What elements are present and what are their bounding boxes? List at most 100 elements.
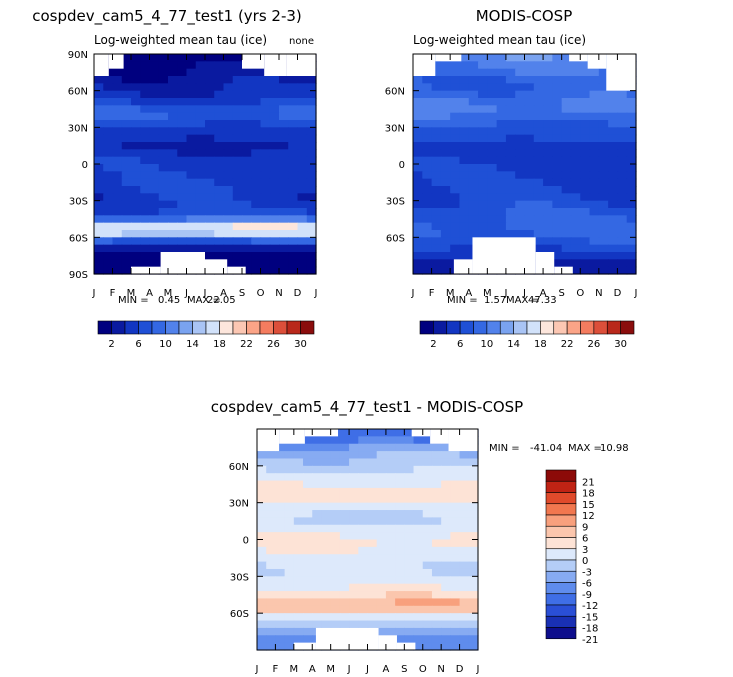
heatmap-cell (205, 112, 215, 121)
heatmap-cell (284, 605, 295, 614)
heatmap-cell (431, 568, 442, 577)
heatmap-cell (598, 252, 609, 260)
heatmap-cell (242, 215, 252, 224)
heatmap-cell (330, 436, 341, 445)
heatmap-cell (195, 208, 206, 216)
colorbar-1: 2 6 10 14 18 22 26 30 (419, 320, 635, 350)
heatmap-cell (251, 178, 262, 187)
heatmap-cell (552, 120, 563, 128)
heatmap-cell (459, 142, 470, 150)
heatmap-cell (626, 98, 637, 106)
heatmap-cell (459, 627, 470, 636)
heatmap-cell (306, 105, 317, 114)
heatmap-cell (214, 222, 225, 231)
heatmap-cell (284, 473, 295, 482)
heatmap-cell (121, 208, 132, 216)
heatmap-cell (205, 193, 215, 202)
heatmap-cell (570, 105, 581, 114)
heatmap-cell (297, 222, 308, 231)
heatmap-cell (598, 127, 609, 136)
heatmap-cell (468, 178, 479, 187)
heatmap-cell (242, 252, 252, 260)
heatmap-cell (168, 54, 178, 62)
heatmap-cell (367, 576, 378, 585)
heatmap-cell (450, 222, 461, 231)
heatmap-cell (303, 495, 313, 504)
heatmap-cell (158, 120, 169, 128)
heatmap-cell (589, 120, 600, 128)
heatmap-cell (214, 149, 225, 158)
heatmap-cell (121, 193, 132, 202)
heatmap-cell (376, 510, 387, 518)
heatmap-cell (431, 620, 442, 629)
heatmap-cell (279, 244, 289, 253)
heatmap-cell (349, 458, 359, 467)
heatmap-cell (580, 127, 591, 136)
heatmap-cell (257, 473, 267, 482)
heatmap-cell (112, 90, 123, 99)
heatmap-cell (131, 105, 141, 114)
heatmap-cell (367, 480, 378, 489)
heatmap-cell (131, 98, 141, 106)
heatmap-cell (257, 539, 267, 548)
panel-model: cospdev_cam5_4_77_test1 (yrs 2-3) Log-we… (32, 7, 314, 306)
heatmap-cell (312, 517, 323, 526)
heatmap-cell (385, 561, 396, 570)
heatmap-cell (450, 252, 461, 260)
heatmap-cell (112, 120, 123, 128)
heatmap-cell (552, 171, 563, 180)
heatmap-cell (279, 156, 289, 165)
heatmap-cell (440, 127, 451, 136)
heatmap-cell (232, 171, 243, 180)
heatmap-cell (168, 120, 178, 128)
heatmap-cell (552, 259, 563, 268)
heatmap-cell (450, 598, 461, 607)
heatmap-cell (177, 142, 188, 150)
heatmap-cell (561, 171, 572, 180)
heatmap-cell (312, 524, 323, 533)
y-tick-label: 30S (69, 197, 88, 208)
heatmap-cell (266, 554, 277, 563)
heatmap-cell (251, 156, 262, 165)
missing-data-region (94, 54, 109, 76)
heatmap-cell (570, 164, 581, 172)
heatmap-cell (186, 215, 197, 224)
heatmap-cell (158, 208, 169, 216)
heatmap-cell (505, 120, 516, 128)
heatmap-cell (214, 208, 225, 216)
heatmap-cell (413, 576, 424, 585)
heatmap-cell (112, 105, 123, 114)
heatmap-cell (251, 134, 262, 143)
x-tick-label: A (465, 288, 472, 299)
heatmap-cell (112, 112, 123, 121)
heatmap-cell (543, 120, 553, 128)
heatmap-cell (552, 237, 563, 246)
heatmap-cell (251, 266, 262, 275)
heatmap-cell (140, 68, 151, 77)
heatmap-cell (367, 561, 378, 570)
heatmap-cell (404, 539, 415, 548)
heatmap-cell (131, 54, 141, 62)
heatmap-cell (103, 259, 114, 268)
heatmap-cell (358, 554, 369, 563)
heatmap-cell (131, 252, 141, 260)
colorbar-label: 30 (294, 339, 307, 350)
heatmap-cell (339, 591, 350, 600)
heatmap-cell (306, 127, 317, 136)
heatmap-cell (186, 230, 197, 238)
heatmap-cell (376, 539, 387, 548)
heatmap-cell (395, 539, 405, 548)
heatmap-cell (422, 473, 433, 482)
heatmap-cell (158, 200, 169, 209)
heatmap-cell (533, 244, 544, 253)
heatmap-cell (140, 54, 151, 62)
heatmap-cell (459, 200, 470, 209)
heatmap-cell (496, 112, 507, 121)
heatmap-cell (149, 142, 160, 150)
heatmap-cell (367, 613, 378, 622)
heatmap-cell (598, 76, 609, 84)
heatmap-cell (94, 178, 104, 187)
heatmap-cell (367, 436, 378, 445)
heatmap-cell (223, 156, 234, 165)
heatmap-cell (367, 487, 378, 496)
